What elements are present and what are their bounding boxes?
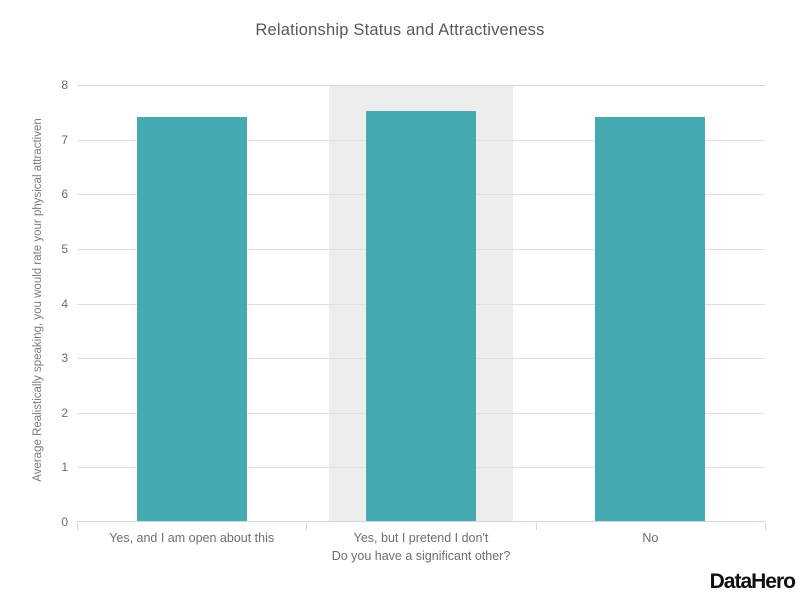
x-axis-tick — [535, 523, 537, 530]
y-tick-label: 6 — [61, 187, 68, 202]
chart-title: Relationship Status and Attractiveness — [255, 21, 545, 39]
x-axis-tick — [765, 523, 766, 530]
gridline — [77, 85, 765, 86]
plot-area — [77, 85, 765, 522]
x-axis-title: Do you have a significant other? — [331, 549, 511, 563]
x-category-label: Yes, and I am open about this — [109, 531, 275, 545]
y-tick-label: 5 — [61, 241, 68, 256]
x-category-label: No — [642, 531, 659, 545]
bar-2 — [366, 111, 476, 521]
y-tick-label: 1 — [61, 460, 68, 475]
bar-1 — [136, 116, 247, 521]
x-axis-tick — [77, 523, 78, 530]
y-tick-label: 3 — [61, 351, 68, 366]
datahero-logo: DataHero — [709, 570, 796, 593]
y-tick-label: 4 — [61, 296, 68, 311]
x-axis-tick — [306, 523, 308, 530]
y-tick-label: 2 — [61, 405, 68, 420]
y-tick-label: 7 — [61, 132, 68, 147]
y-tick-label: 0 — [61, 515, 68, 529]
y-tick-label: 8 — [61, 78, 68, 92]
x-category-label: Yes, but I pretend I don't — [353, 531, 489, 545]
bar-3 — [595, 116, 706, 521]
